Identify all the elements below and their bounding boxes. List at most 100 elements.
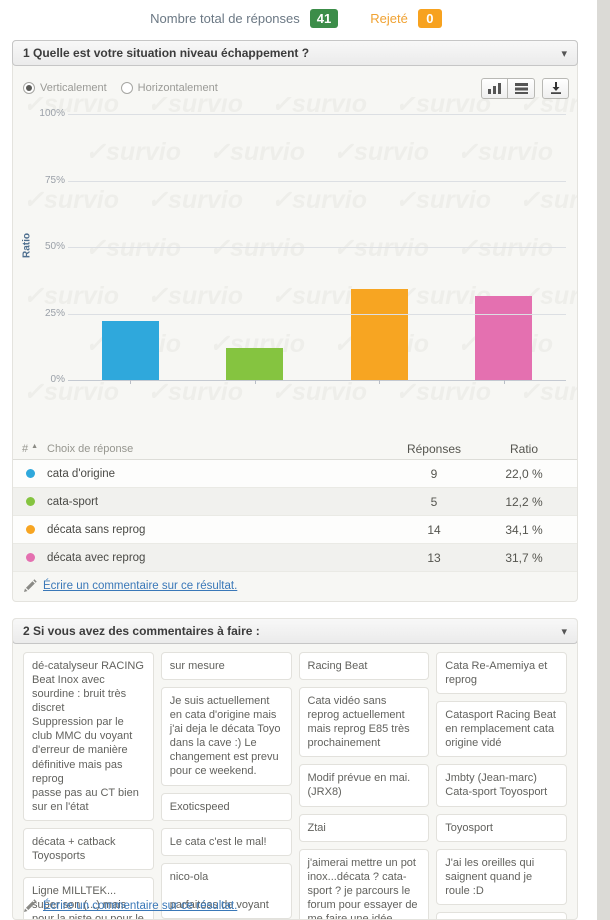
question-1-title: 1 Quelle est votre situation niveau écha… <box>23 46 310 60</box>
question-1-panel: 1 Quelle est votre situation niveau écha… <box>12 40 578 602</box>
ratio-value: 31,7 % <box>505 550 543 565</box>
table-header-row: # ▲ Choix de réponse Réponses Ratio <box>13 438 577 460</box>
write-comment-link[interactable]: Écrire un commentaire sur ce résultat. <box>43 900 238 912</box>
ratio-value: 22,0 % <box>505 466 543 481</box>
x-tick-0 <box>130 380 132 384</box>
bar-chart: ✓survio✓survio✓survio✓survio✓survio✓surv… <box>13 97 578 437</box>
chevron-down-icon[interactable]: ▾ <box>561 47 567 60</box>
column-header-responses[interactable]: Réponses <box>406 441 462 456</box>
x-tick-3 <box>503 380 505 384</box>
comment-card: Racing Beat <box>298 652 430 681</box>
gridline-25 <box>68 313 566 315</box>
comment-card: Toyosport <box>436 813 567 842</box>
row-color-cell <box>13 469 47 478</box>
gridline-0 <box>68 380 566 381</box>
rejected-label: Rejeté <box>370 11 408 26</box>
sort-asc-icon: ▲ <box>31 442 39 450</box>
radio-horizontalement-label: Horizontalement <box>137 82 218 94</box>
pencil-icon <box>24 579 37 592</box>
y-tick-label-100: 100% <box>39 108 65 119</box>
survio-watermark: ✓survio <box>271 378 367 406</box>
table-row: décata sans reprog 14 34,1 % <box>13 516 577 544</box>
comment-card: Ztai <box>298 813 430 842</box>
survio-watermark: ✓survio <box>519 378 577 406</box>
gridline-50 <box>68 247 566 248</box>
table-row: cata d'origine 9 22,0 % <box>13 460 577 488</box>
download-icon <box>550 82 561 94</box>
survio-watermark: ✓survio <box>147 378 243 406</box>
chart-bar-2[interactable] <box>350 289 408 380</box>
survio-watermark: ✓survio <box>395 378 491 406</box>
comment-link-row-q1: Écrire un commentaire sur ce résultat. <box>23 579 237 593</box>
pencil-icon <box>24 899 37 912</box>
y-tick-label-25: 25% <box>44 307 65 319</box>
y-tick-label-75: 75% <box>44 174 65 186</box>
table-view-button[interactable] <box>508 77 535 99</box>
summary-bar: Nombre total de réponses 41 Rejeté 0 <box>0 9 592 28</box>
comment-card: Modif prévue en mai. (JRX8) <box>298 764 430 807</box>
write-comment-link[interactable]: Écrire un commentaire sur ce résultat. <box>43 580 238 592</box>
responses-value: 13 <box>427 550 441 565</box>
question-1-header[interactable]: 1 Quelle est votre situation niveau écha… <box>12 40 578 66</box>
row-color-cell <box>13 497 47 506</box>
choice-label: cata-sport <box>47 495 99 508</box>
table-row: décata avec reprog 13 31,7 % <box>13 544 577 572</box>
radio-verticalement[interactable]: Verticalement <box>23 82 107 94</box>
question-2-panel: 2 Si vous avez des commentaires à faire … <box>12 618 578 920</box>
choice-label: décata sans reprog <box>47 523 146 536</box>
chart-bar-0[interactable] <box>101 321 159 380</box>
comment-card: nico-ola parfaitoas de voyant <box>160 862 292 919</box>
radio-verticalement-label: Verticalement <box>40 82 107 94</box>
y-tick-label-50: 50% <box>44 241 65 252</box>
total-responses-badge: 41 <box>309 9 339 28</box>
series-color-dot <box>25 469 35 478</box>
chevron-down-icon[interactable]: ▾ <box>561 625 567 638</box>
chart-bar-1[interactable] <box>226 347 284 380</box>
x-tick-1 <box>254 380 256 384</box>
comment-card: Je suis actuellement en cata d'origine m… <box>160 687 292 786</box>
comment-card: j'aimerai mettre un pot inox...décata ? … <box>298 848 430 919</box>
choice-label: cata d'origine <box>47 467 116 480</box>
comment-card: décata + catback Toyosports <box>23 827 154 871</box>
question-2-title: 2 Si vous avez des commentaires à faire … <box>23 624 260 638</box>
ratio-value: 34,1 % <box>505 522 543 537</box>
comment-card: Cata Re-Amemiya et reprog <box>436 652 567 695</box>
comment-card: Jmbty (Jean-marc) Cata-sport Toyosport <box>436 764 567 807</box>
column-chart-view-button[interactable] <box>481 77 508 99</box>
question-2-header[interactable]: 2 Si vous avez des commentaires à faire … <box>13 619 577 644</box>
download-button[interactable] <box>542 77 569 99</box>
chart-bar-3[interactable] <box>475 295 533 380</box>
comments-column-2: sur mesure Je suis actuellement en cata d… <box>160 652 292 919</box>
comments-column-4: Cata Re-Amemiya et reprog Catasport Racin… <box>436 652 567 919</box>
column-header-choice[interactable]: Choix de réponse <box>47 442 134 455</box>
scrollbar[interactable] <box>597 0 610 920</box>
comment-card: dé-catalyseur RACING Beat Inox avec sour… <box>23 652 154 821</box>
series-color-dot <box>25 497 35 506</box>
comment-card: J'ai les oreilles qui saignent quand je … <box>436 848 567 905</box>
responses-value: 14 <box>427 522 441 537</box>
rows-icon <box>514 82 528 94</box>
comment-card: Catasport Racing Beat en remplacement ca… <box>436 701 567 758</box>
comments-grid: dé-catalyseur RACING Beat Inox avec sour… <box>13 652 577 919</box>
chart-plot-area <box>68 114 566 380</box>
results-table: # ▲ Choix de réponse Réponses Ratio cata … <box>13 438 577 572</box>
choice-label: décata avec reprog <box>47 551 146 564</box>
chart-controls-row: Verticalement Horizontalement <box>13 73 577 103</box>
orientation-radio-group: Verticalement Horizontalement <box>23 82 218 94</box>
series-color-dot <box>25 525 35 534</box>
total-responses-label: Nombre total de réponses <box>150 11 300 26</box>
table-body: cata d'origine 9 22,0 % cata-sport 5 12,2 % dé… <box>13 460 577 572</box>
series-color-dot <box>25 553 35 562</box>
radio-selected-icon[interactable] <box>23 82 35 94</box>
radio-horizontalement[interactable]: Horizontalement <box>120 82 218 94</box>
gridline-75 <box>68 180 566 182</box>
ratio-value: 12,2 % <box>505 494 543 509</box>
comments-column-1: dé-catalyseur RACING Beat Inox avec sour… <box>23 652 154 919</box>
row-color-cell <box>13 553 47 562</box>
column-header-ratio[interactable]: Ratio <box>509 441 538 456</box>
column-header-num[interactable]: # ▲ <box>21 442 39 455</box>
responses-value: 5 <box>430 494 438 509</box>
responses-value: 9 <box>430 466 438 481</box>
radio-unselected-icon[interactable] <box>120 82 133 94</box>
comment-card: Le cata c'est le mal! <box>160 827 292 856</box>
